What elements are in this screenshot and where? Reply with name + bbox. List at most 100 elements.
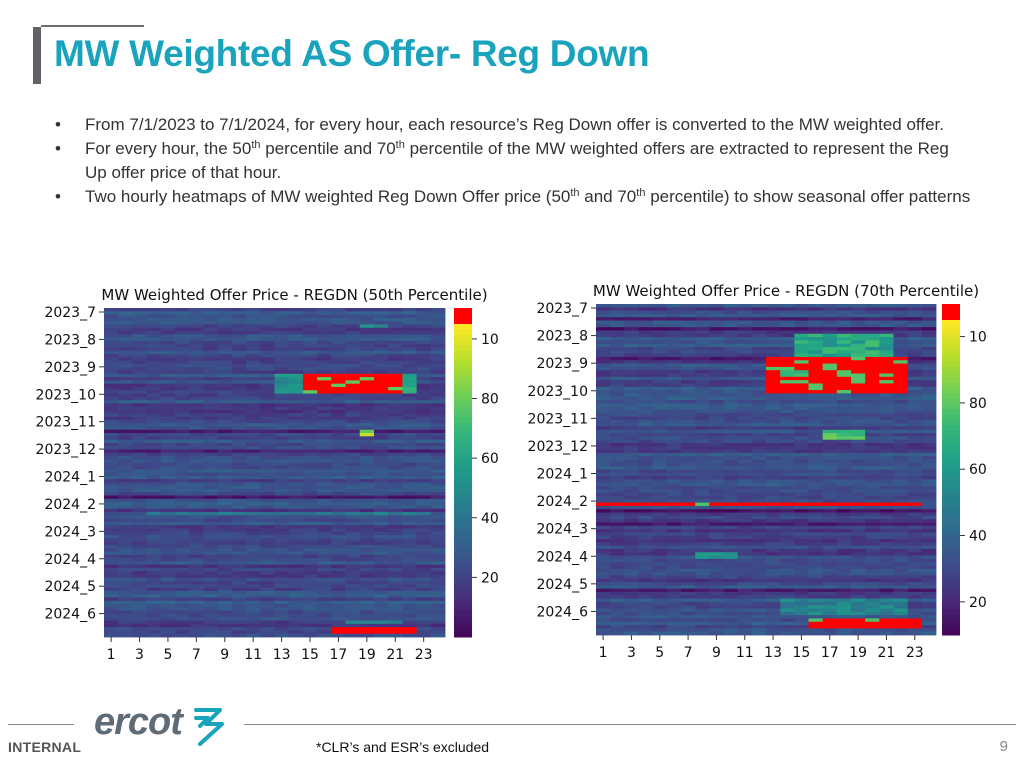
heatmap-cell: [624, 337, 639, 341]
heatmap-cell: [416, 584, 432, 589]
heatmap-cell: [893, 525, 909, 530]
heatmap-cell: [302, 485, 318, 490]
heatmap-cell: [388, 442, 403, 447]
heatmap-cell: [231, 317, 247, 322]
heatmap-cell: [610, 413, 625, 417]
heatmap-cell: [274, 492, 290, 496]
heatmap-cell: [331, 548, 346, 552]
x-tick-label: 5: [655, 645, 664, 661]
heatmap-cell: [681, 343, 696, 348]
heatmap-cell: [388, 511, 403, 516]
heatmap-cell: [865, 446, 880, 451]
heatmap-cell: [175, 518, 190, 523]
heatmap-cell: [274, 630, 290, 635]
heatmap-cell: [317, 475, 332, 480]
heatmap-cell: [359, 613, 375, 618]
heatmap-cell: [203, 518, 219, 523]
heatmap-cell: [146, 538, 162, 542]
heatmap-cell: [737, 423, 753, 427]
heatmap-cell: [907, 611, 923, 616]
heatmap-cell: [302, 406, 318, 411]
heatmap-cell: [709, 489, 724, 494]
heatmap-cell: [274, 357, 290, 362]
heatmap-cell: [780, 413, 795, 417]
heatmap-cell: [907, 495, 923, 500]
heatmap-cell: [388, 544, 403, 549]
heatmap-cell: [217, 472, 233, 477]
heatmap-cell: [737, 304, 753, 308]
heatmap-cell: [288, 406, 304, 411]
heatmap-cell: [836, 545, 852, 550]
heatmap-cell: [132, 393, 148, 398]
heatmap-cell: [203, 423, 219, 427]
heatmap-cell: [302, 337, 318, 342]
heatmap-cell: [402, 488, 417, 493]
heatmap-cell: [822, 340, 838, 345]
heatmap-cell: [794, 552, 809, 556]
heatmap-cell: [879, 595, 894, 599]
heatmap-cell: [624, 406, 639, 411]
heatmap-cell: [766, 360, 781, 364]
heatmap-cell: [780, 519, 795, 523]
heatmap-cell: [751, 350, 767, 355]
heatmap-cell: [373, 475, 389, 480]
heatmap-cell: [695, 429, 710, 434]
heatmap-cell: [709, 399, 724, 404]
heatmap-cell: [610, 416, 625, 421]
heatmap-cell: [217, 511, 233, 516]
heatmap-cell: [231, 380, 247, 385]
heatmap-cell: [751, 370, 767, 374]
heatmap-cell: [921, 333, 937, 338]
heatmap-cell: [822, 333, 838, 338]
heatmap-cell: [288, 331, 304, 335]
heatmap-cell: [217, 479, 233, 483]
heatmap-cell: [695, 347, 710, 351]
heatmap-cell: [596, 469, 611, 474]
heatmap-cell: [416, 314, 432, 319]
heatmap-cell: [666, 628, 682, 633]
heatmap-cell: [302, 508, 318, 513]
heatmap-cell: [610, 466, 625, 470]
heatmap-cell: [260, 525, 275, 529]
heatmap-cell: [104, 449, 119, 454]
heatmap-cell: [666, 548, 682, 553]
bullet-item: From 7/1/2023 to 7/1/2024, for every hou…: [52, 113, 972, 137]
heatmap-cell: [766, 539, 781, 543]
heatmap-cell: [189, 308, 204, 312]
heatmap-cell: [331, 508, 346, 513]
heatmap-cell: [766, 462, 781, 467]
heatmap-cell: [836, 376, 852, 381]
heatmap-cell: [921, 558, 937, 563]
heatmap-cell: [388, 525, 403, 529]
heatmap-cell: [373, 446, 389, 450]
heatmap-cell: [359, 495, 375, 500]
heatmap-cell: [723, 337, 739, 341]
heatmap-cell: [865, 333, 880, 338]
heatmap-cell: [359, 340, 375, 345]
heatmap-cell: [175, 633, 190, 638]
heatmap-cell: [879, 529, 894, 533]
heatmap-cell: [373, 465, 389, 470]
heatmap-cell: [260, 386, 275, 391]
heatmap-cell: [865, 532, 880, 537]
heatmap-cell: [160, 429, 176, 434]
heatmap-cell: [118, 479, 133, 483]
heatmap-cell: [160, 370, 176, 375]
heatmap-cell: [231, 613, 247, 618]
heatmap-cell: [317, 541, 332, 546]
heatmap-cell: [160, 423, 176, 427]
heatmap-cell: [780, 386, 795, 391]
heatmap-cell: [359, 347, 375, 352]
heatmap-cell: [766, 373, 781, 378]
heatmap-cell: [189, 590, 204, 595]
heatmap-cell: [302, 386, 318, 391]
heatmap-cell: [879, 588, 894, 593]
heatmap-cell: [317, 544, 332, 549]
heatmap-cell: [118, 363, 133, 368]
heatmap-cell: [345, 324, 361, 329]
heatmap-cell: [189, 479, 204, 483]
heatmap-cell: [723, 469, 739, 474]
heatmap-cell: [666, 601, 682, 606]
heatmap-cell: [104, 482, 119, 487]
heatmap-cell: [217, 488, 233, 493]
